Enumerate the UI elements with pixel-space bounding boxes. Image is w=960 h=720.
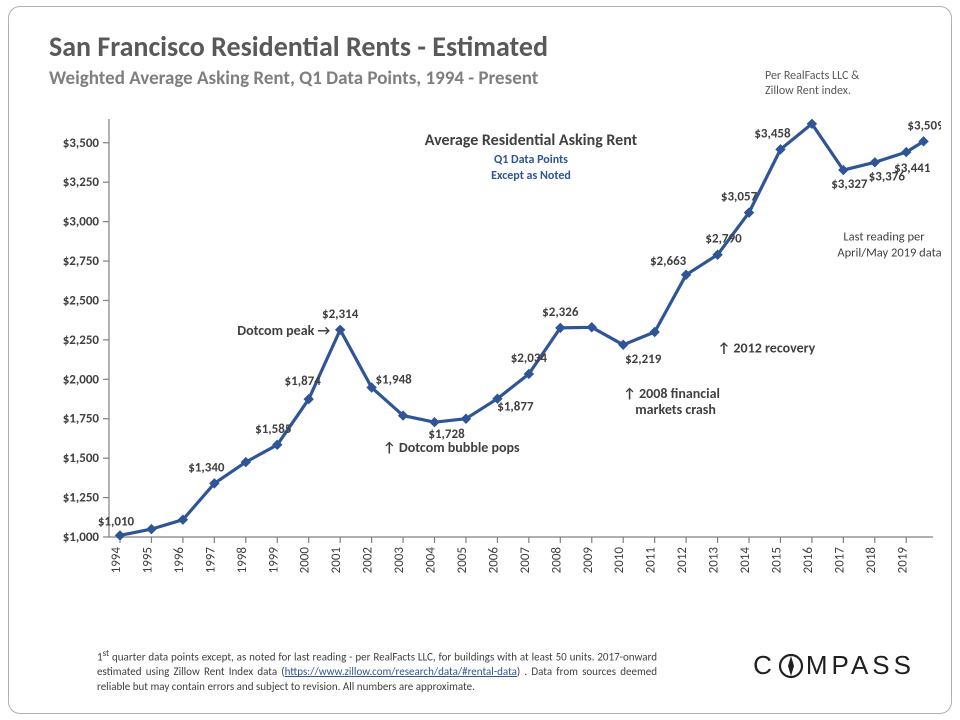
svg-text:2018: 2018 [864, 547, 879, 574]
logo-pre: C [753, 650, 776, 681]
svg-text:2015: 2015 [769, 547, 784, 573]
svg-text:1996: 1996 [172, 547, 187, 574]
chart-frame: San Francisco Residential Rents - Estima… [8, 6, 952, 714]
compass-icon [778, 653, 804, 679]
svg-text:April/May 2019 data: April/May 2019 data [837, 245, 941, 260]
svg-text:$1,877: $1,877 [497, 400, 534, 415]
svg-text:2009: 2009 [581, 547, 596, 574]
svg-text:Last reading per: Last reading per [843, 230, 925, 245]
svg-text:1995: 1995 [140, 547, 155, 573]
svg-text:$1,010: $1,010 [98, 514, 135, 529]
svg-text:$2,219: $2,219 [625, 352, 662, 367]
svg-text:$2,750: $2,750 [63, 254, 100, 269]
svg-text:2008: 2008 [549, 547, 564, 574]
svg-text:$1,948: $1,948 [375, 373, 412, 388]
logo-post: MPASS [806, 650, 915, 681]
svg-text:1997: 1997 [203, 547, 218, 574]
source-note: Per RealFacts LLC & Zillow Rent index. [765, 69, 915, 99]
svg-text:$3,509: $3,509 [907, 118, 941, 133]
svg-text:2013: 2013 [707, 547, 722, 574]
compass-logo: C MPASS [753, 650, 915, 681]
footnote: 1st quarter data points except, as noted… [97, 648, 657, 695]
page-subtitle: Weighted Average Asking Rent, Q1 Data Po… [49, 67, 538, 90]
svg-text:$2,326: $2,326 [542, 305, 579, 320]
svg-text:2014: 2014 [738, 547, 753, 574]
svg-text:↑ 2012 recovery: ↑ 2012 recovery [718, 340, 816, 357]
svg-text:$1,750: $1,750 [63, 412, 100, 427]
svg-text:2010: 2010 [612, 547, 627, 574]
svg-text:$2,790: $2,790 [705, 232, 742, 247]
svg-text:$1,340: $1,340 [188, 460, 225, 475]
svg-text:$2,250: $2,250 [63, 333, 100, 348]
svg-text:2017: 2017 [832, 547, 847, 574]
svg-text:2000: 2000 [298, 547, 313, 574]
svg-text:$3,250: $3,250 [63, 175, 100, 190]
svg-text:$3,000: $3,000 [63, 215, 100, 230]
svg-text:$1,500: $1,500 [63, 451, 100, 466]
svg-text:markets crash: markets crash [635, 401, 716, 418]
svg-text:$1,000: $1,000 [63, 530, 100, 545]
svg-text:↑ 2008 financial: ↑ 2008 financial [623, 385, 720, 402]
svg-text:$2,034: $2,034 [511, 351, 548, 366]
svg-text:↑ Dotcom bubble pops: ↑ Dotcom bubble pops [383, 439, 520, 456]
svg-text:$3,458: $3,458 [754, 126, 791, 141]
svg-text:Dotcom peak →: Dotcom peak → [237, 322, 330, 339]
svg-text:$1,250: $1,250 [63, 491, 100, 506]
svg-text:$3,500: $3,500 [63, 136, 100, 151]
svg-text:2002: 2002 [361, 547, 376, 574]
svg-text:$3,057: $3,057 [721, 190, 758, 205]
footnote-link[interactable]: https://www.zillow.com/research/data/#re… [285, 665, 517, 678]
page-title: San Francisco Residential Rents - Estima… [49, 29, 548, 64]
svg-text:1999: 1999 [266, 547, 281, 574]
svg-text:2011: 2011 [644, 547, 659, 573]
svg-text:1998: 1998 [235, 547, 250, 574]
svg-text:Q1 Data Points: Q1 Data Points [494, 153, 568, 167]
svg-text:2001: 2001 [329, 547, 344, 573]
svg-text:Average Residential Asking Ren: Average Residential Asking Rent [425, 131, 638, 150]
svg-text:2016: 2016 [801, 547, 816, 574]
svg-text:Except as Noted: Except as Noted [491, 169, 571, 183]
svg-text:$2,314: $2,314 [322, 307, 359, 322]
svg-text:2012: 2012 [675, 547, 690, 574]
svg-text:$1,585: $1,585 [255, 422, 291, 437]
svg-text:2007: 2007 [518, 547, 533, 574]
svg-text:$3,327: $3,327 [831, 177, 868, 192]
svg-text:$2,500: $2,500 [63, 293, 100, 308]
svg-text:2004: 2004 [424, 547, 439, 574]
svg-text:2006: 2006 [486, 547, 501, 574]
svg-text:2019: 2019 [895, 547, 910, 574]
rent-line-chart: $1,000 $1,250 $1,500 $1,750 $2,000 $2,250 $2,5… [37, 117, 941, 597]
svg-text:$2,663: $2,663 [650, 254, 687, 269]
svg-text:2005: 2005 [455, 547, 470, 573]
svg-text:$3,441: $3,441 [894, 161, 931, 176]
svg-text:1994: 1994 [109, 547, 124, 574]
svg-text:$2,000: $2,000 [63, 372, 100, 387]
source-note-line2: Zillow Rent index. [765, 84, 851, 98]
svg-text:2003: 2003 [392, 547, 407, 574]
svg-text:$1,874: $1,874 [285, 374, 322, 389]
source-note-line1: Per RealFacts LLC & [765, 69, 859, 83]
